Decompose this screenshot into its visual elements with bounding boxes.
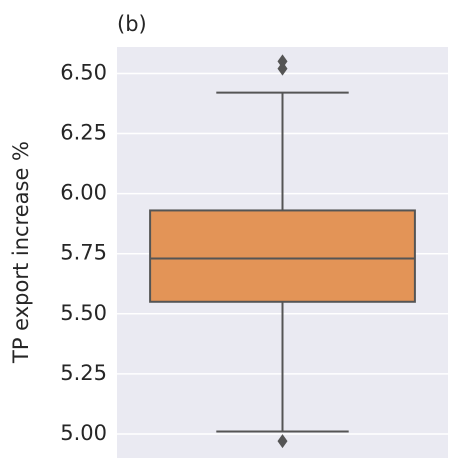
outlier <box>277 54 288 69</box>
y-tick-label: 6.50 <box>60 60 107 84</box>
outlier <box>277 61 288 76</box>
y-axis-label: TP export increase % <box>9 141 33 364</box>
y-tick-label: 5.75 <box>60 241 107 265</box>
y-tick-label: 5.00 <box>60 421 107 445</box>
y-tick-label: 5.25 <box>60 361 107 385</box>
chart-title: (b) <box>117 12 147 36</box>
box <box>149 209 416 303</box>
y-tick-label: 6.00 <box>60 181 107 205</box>
y-tick-label: 5.50 <box>60 301 107 325</box>
y-tick-label: 6.25 <box>60 121 107 145</box>
outlier <box>277 434 288 449</box>
